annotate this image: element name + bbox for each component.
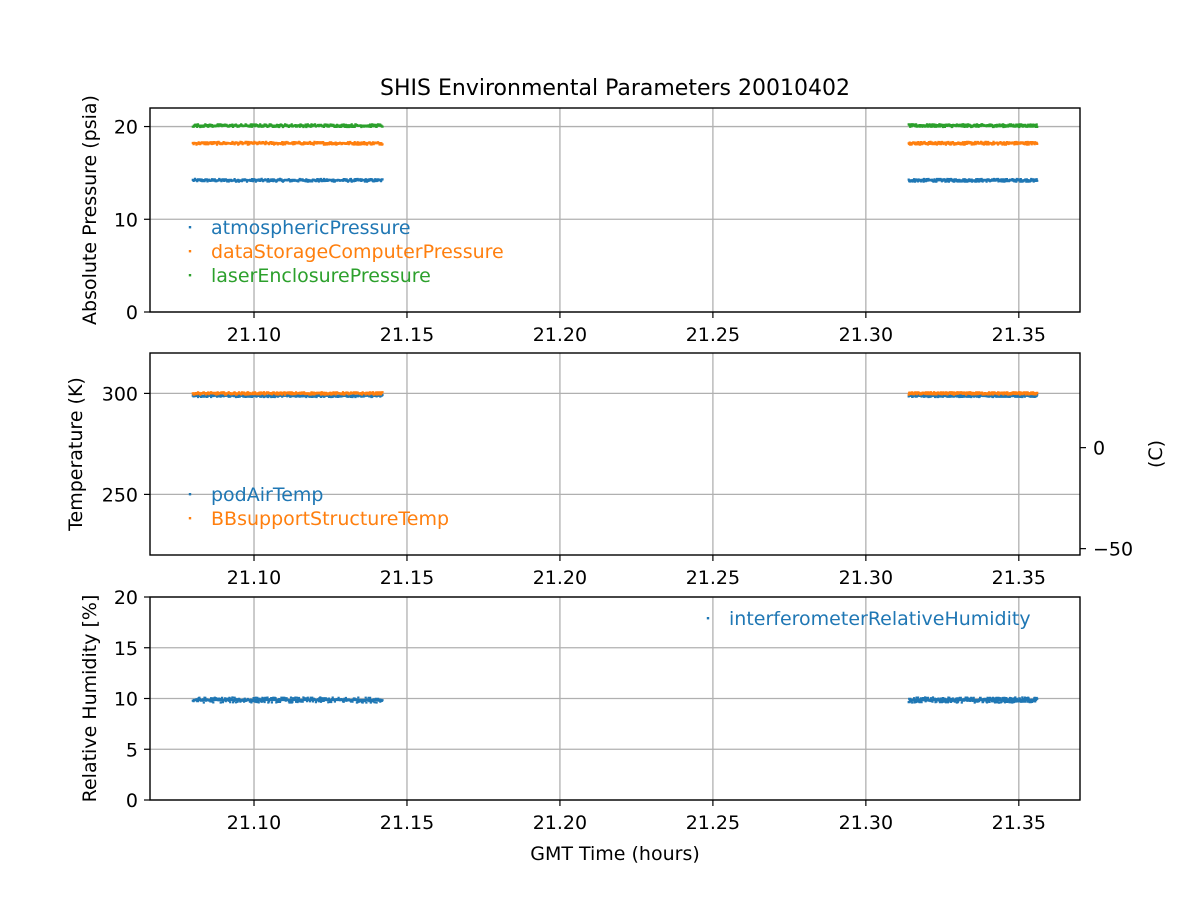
x-tick-label: 21.15: [380, 812, 434, 834]
x-tick-label: 21.20: [533, 567, 587, 589]
legend-marker: [188, 226, 192, 229]
x-tick-label: 21.35: [992, 324, 1046, 346]
y-tick-label: 15: [114, 638, 138, 660]
x-tick-label: 21.25: [686, 812, 740, 834]
x-tick-label: 21.35: [992, 567, 1046, 589]
x-tick-label: 21.30: [839, 324, 893, 346]
y-axis-label: Relative Humidity [%]: [79, 595, 101, 803]
y-axis-label: Temperature (K): [65, 377, 87, 532]
x-tick-label: 21.20: [533, 324, 587, 346]
chart-title: SHIS Environmental Parameters 20010402: [380, 76, 850, 101]
right-y-tick-label: −50: [1093, 539, 1133, 561]
axes-frame: [149, 352, 1081, 556]
series-interferometerRelativeHumidity: [191, 696, 1039, 704]
x-tick-label: 21.20: [533, 812, 587, 834]
series-dataStorageComputerPressure: [191, 140, 1039, 146]
legend-entry: interferometerRelativeHumidity: [729, 608, 1031, 630]
panels: 21.10 21.15 21.20 21.25 21.30 21.35 0 10 20 Absol…: [65, 95, 1167, 834]
x-tick-label: 21.10: [227, 324, 281, 346]
legend-marker: [188, 517, 192, 520]
y-tick-label: 250: [102, 484, 138, 506]
legend-marker: [188, 250, 192, 253]
legend-entry: dataStorageComputerPressure: [211, 241, 504, 263]
legend-entry: podAirTemp: [211, 484, 323, 506]
x-tick-label: 21.25: [686, 567, 740, 589]
y-tick-label: 20: [114, 117, 138, 139]
x-tick-label: 21.30: [839, 567, 893, 589]
panel-1: 21.10 21.15 21.20 21.25 21.30 21.35 0 10 20 Absol…: [79, 95, 1081, 346]
axes-frame: [149, 107, 1081, 313]
y-tick-label: 0: [126, 790, 138, 812]
legend-entry: laserEnclosurePressure: [211, 265, 431, 287]
y-axis-label: Absolute Pressure (psia): [79, 95, 101, 325]
legend-marker: [188, 274, 192, 277]
right-y-tick-label: 0: [1093, 438, 1105, 460]
legend-entry: atmosphericPressure: [211, 217, 411, 239]
legend-marker: [706, 617, 710, 620]
x-tick-label: 21.15: [380, 324, 434, 346]
x-tick-label: 21.30: [839, 812, 893, 834]
panel-3: 21.10 21.15 21.20 21.25 21.30 21.35 0 5 10 15 20 Re…: [79, 587, 1081, 834]
y-tick-label: 0: [126, 302, 138, 324]
x-tick-label: 21.10: [227, 812, 281, 834]
right-y-axis-label: (C): [1145, 440, 1167, 468]
x-tick-label: 21.35: [992, 812, 1046, 834]
y-tick-label: 10: [114, 689, 138, 711]
y-tick-label: 20: [114, 587, 138, 609]
x-axis-label: GMT Time (hours): [530, 843, 700, 865]
legend-marker: [188, 493, 192, 496]
legend-entry: BBsupportStructureTemp: [211, 508, 449, 530]
y-tick-label: 5: [126, 739, 138, 761]
y-tick-label: 10: [114, 209, 138, 231]
series-BBsupportStructureTemp: [191, 391, 1039, 396]
x-tick-label: 21.15: [380, 567, 434, 589]
y-tick-label: 300: [102, 383, 138, 405]
series-atmosphericPressure: [191, 177, 1039, 183]
x-tick-label: 21.10: [227, 567, 281, 589]
x-tick-label: 21.25: [686, 324, 740, 346]
series-laserEnclosurePressure: [191, 123, 1039, 129]
panel-2: 21.10 21.15 21.20 21.25 21.30 21.35 250 300 Temp…: [65, 352, 1167, 589]
